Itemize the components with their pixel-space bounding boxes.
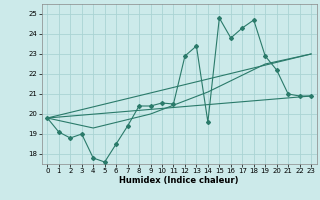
X-axis label: Humidex (Indice chaleur): Humidex (Indice chaleur) (119, 176, 239, 185)
